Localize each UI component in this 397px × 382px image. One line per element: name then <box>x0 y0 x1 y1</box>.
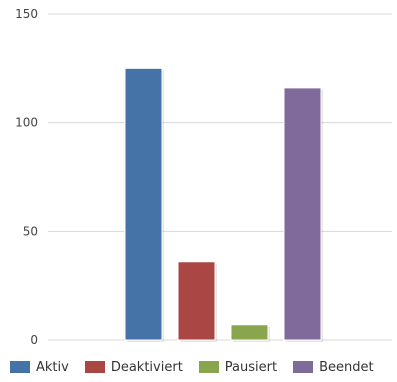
legend-item-pausiert[interactable]: Pausiert <box>199 360 277 375</box>
y-tick-label: 50 <box>23 224 38 238</box>
legend-item-aktiv[interactable]: Aktiv <box>10 360 69 375</box>
legend-label: Beendet <box>319 360 374 375</box>
bar-beendet[interactable] <box>284 88 321 340</box>
legend-label: Aktiv <box>36 360 69 375</box>
bar-deaktiviert[interactable] <box>178 262 215 340</box>
bar-aktiv[interactable] <box>125 68 162 340</box>
y-tick-label: 0 <box>30 333 38 347</box>
legend-item-deaktiviert[interactable]: Deaktiviert <box>85 360 183 375</box>
y-tick-label: 100 <box>15 116 38 130</box>
legend-label: Deaktiviert <box>111 360 183 375</box>
legend-label: Pausiert <box>225 360 277 375</box>
legend-item-beendet[interactable]: Beendet <box>293 360 374 375</box>
legend-swatch <box>199 361 219 373</box>
legend: Aktiv Deaktiviert Pausiert Beendet <box>10 358 390 376</box>
legend-swatch <box>10 361 30 373</box>
y-tick-label: 150 <box>15 7 38 21</box>
legend-swatch <box>293 361 313 373</box>
legend-swatch <box>85 361 105 373</box>
bar-pausiert[interactable] <box>231 325 268 340</box>
